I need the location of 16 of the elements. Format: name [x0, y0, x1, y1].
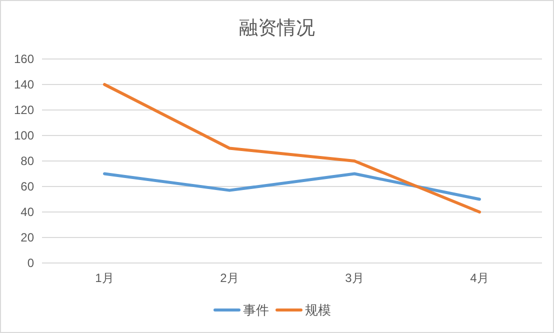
y-tick-label: 20 — [20, 230, 34, 244]
x-tick-label: 2月 — [220, 271, 239, 285]
x-tick-label: 4月 — [470, 271, 489, 285]
legend-label: 规模 — [305, 302, 331, 318]
x-tick-label: 1月 — [95, 271, 114, 285]
y-tick-label: 140 — [14, 78, 34, 92]
y-tick-label: 0 — [27, 256, 34, 270]
y-tick-label: 80 — [20, 154, 34, 168]
y-tick-label: 100 — [14, 128, 34, 142]
y-tick-label: 160 — [14, 52, 34, 66]
y-tick-label: 60 — [20, 180, 34, 194]
y-tick-label: 40 — [20, 205, 34, 219]
y-tick-label: 120 — [14, 103, 34, 117]
chart-title: 融资情况 — [239, 18, 315, 39]
legend-label: 事件 — [243, 302, 269, 318]
x-tick-label: 3月 — [345, 271, 364, 285]
